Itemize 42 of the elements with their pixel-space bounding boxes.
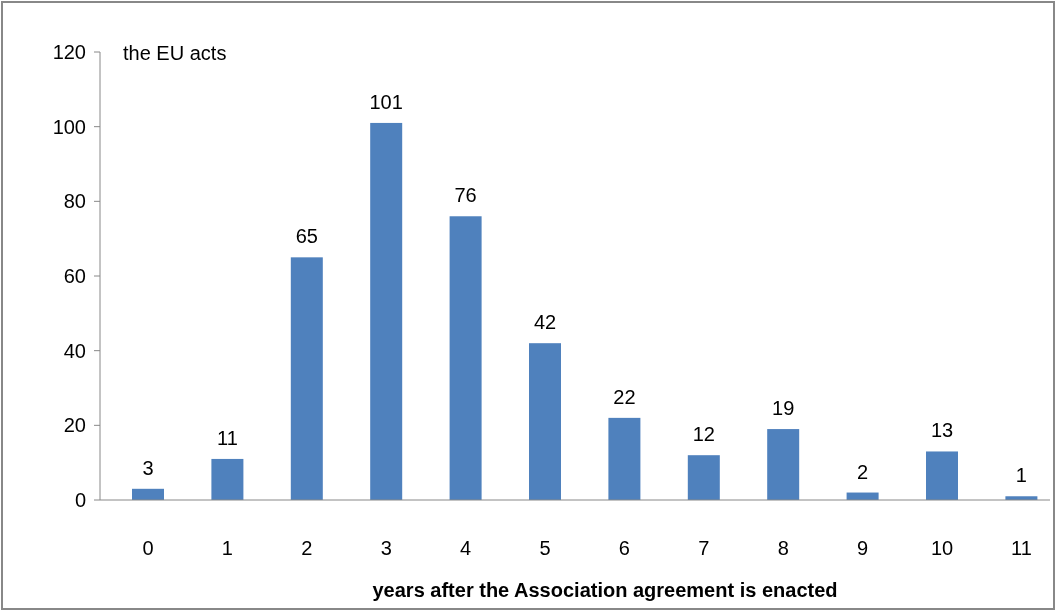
data-label: 11 [217, 426, 238, 449]
y-tick-label: 0 [74, 489, 86, 511]
bar [529, 343, 561, 500]
data-label: 1 [1015, 464, 1027, 487]
bar [687, 455, 720, 500]
x-tick-label: 0 [142, 537, 154, 559]
bar [211, 458, 244, 500]
data-label: 22 [613, 385, 636, 408]
data-label: 13 [930, 419, 954, 442]
x-tick-label: 9 [857, 537, 869, 559]
bar [370, 122, 403, 500]
x-tick-label: 5 [539, 537, 551, 559]
y-tick-label: 100 [52, 115, 86, 138]
y-tick-label: 120 [52, 41, 86, 63]
data-label: 65 [295, 225, 318, 248]
bar [290, 257, 323, 500]
data-label: 76 [454, 184, 477, 207]
x-tick-label: 8 [777, 537, 789, 559]
y-tick-label: 80 [63, 190, 86, 213]
y-axis-title: the EU acts [123, 42, 227, 64]
y-tick-label: 40 [63, 339, 86, 362]
x-tick-label: 2 [301, 537, 313, 559]
x-tick-label: 3 [380, 537, 392, 559]
bar [926, 451, 958, 500]
bar [767, 429, 800, 500]
x-tick-label: 1 [221, 537, 233, 559]
y-tick-label: 60 [63, 265, 86, 287]
x-tick-label: 10 [930, 537, 954, 559]
data-label: 3 [142, 456, 154, 479]
x-tick-label: 7 [698, 537, 710, 559]
data-label: 12 [692, 423, 715, 446]
bar [608, 417, 641, 500]
x-tick-label: 6 [618, 537, 630, 559]
x-tick-label: 11 [1011, 537, 1032, 559]
data-label: 101 [369, 90, 403, 113]
data-label: 2 [857, 460, 869, 483]
x-axis-title: years after the Association agreement is enacted [372, 579, 838, 601]
x-tick-label: 4 [460, 537, 472, 559]
y-tick-label: 20 [63, 414, 86, 437]
bar [449, 216, 482, 500]
data-label: 42 [533, 311, 557, 334]
data-label: 19 [772, 397, 795, 420]
